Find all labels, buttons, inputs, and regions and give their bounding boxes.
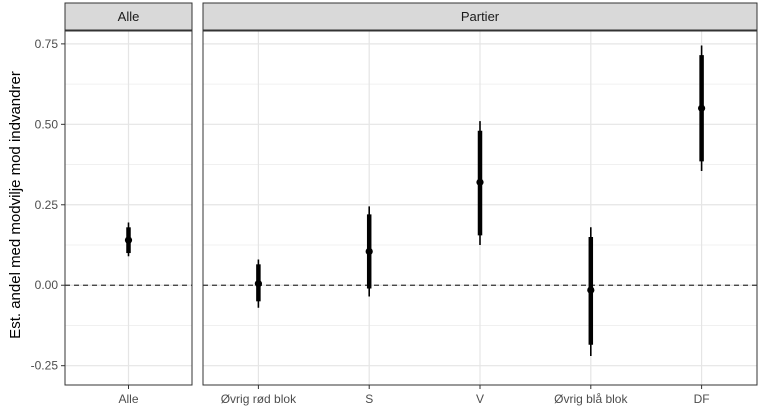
x-tick-label: S xyxy=(365,392,373,406)
point-estimate xyxy=(254,280,262,288)
point-estimate xyxy=(365,247,373,256)
facet-strip xyxy=(64,2,193,31)
facet-title: Partier xyxy=(461,9,500,24)
x-tick-label: Alle xyxy=(118,392,138,406)
y-tick-label: -0.25 xyxy=(31,359,59,373)
x-tick-label: V xyxy=(476,392,484,406)
point-estimate xyxy=(476,178,484,186)
point-estimate xyxy=(698,104,706,112)
y-tick-label: 0.50 xyxy=(35,117,59,131)
point-estimate xyxy=(124,236,133,244)
facet-strip xyxy=(202,2,758,31)
y-tick-label: 0.25 xyxy=(35,198,59,212)
x-tick-label: DF xyxy=(694,392,710,406)
x-tick-label: Øvrig rød blok xyxy=(221,392,297,406)
y-axis-title: Est. andel med modvilje mod indvandrer xyxy=(7,71,24,339)
facet-title: Alle xyxy=(118,9,140,24)
x-tick-label: Øvrig blå blok xyxy=(554,392,628,406)
point-estimate xyxy=(587,286,595,294)
y-tick-label: 0.75 xyxy=(35,37,59,51)
y-tick-label: 0.00 xyxy=(35,278,59,292)
